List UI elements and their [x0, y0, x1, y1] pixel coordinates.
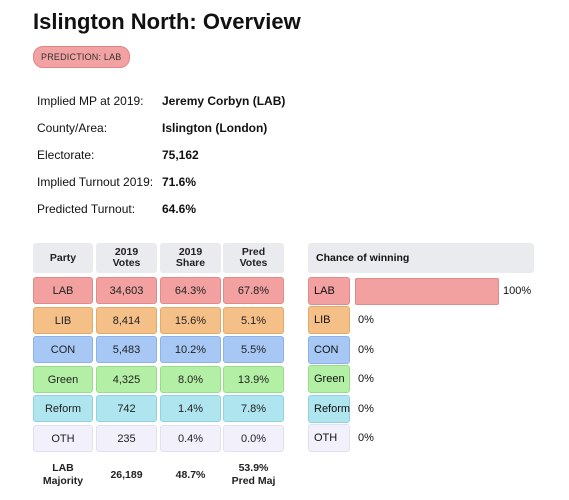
- chance-party-label: CON: [308, 336, 350, 364]
- page-title: Islington North: Overview: [33, 9, 301, 34]
- header-2019-votes: 2019 Votes: [96, 243, 157, 273]
- table-cell: 235: [96, 425, 157, 452]
- table-cell: 5.1%: [223, 307, 284, 334]
- table-cell: 34,603: [96, 277, 157, 304]
- info-label: Implied MP at 2019:: [37, 94, 144, 108]
- table-cell: 67.8%: [223, 277, 284, 304]
- footer-cell: 48.7%: [175, 468, 206, 481]
- header-2019-share: 2019 Share: [160, 243, 221, 273]
- party-name-cell: LAB: [33, 277, 93, 304]
- info-value: 64.6%: [162, 202, 197, 216]
- table-cell: 0.0%: [223, 425, 284, 452]
- chance-percent: 0%: [358, 344, 374, 356]
- table-cell: 5,483: [96, 336, 157, 363]
- footer-cell: 26,189: [110, 468, 143, 481]
- party-name-cell: Reform: [33, 395, 93, 422]
- info-label: Implied Turnout 2019:: [37, 175, 154, 189]
- info-value: 71.6%: [162, 175, 197, 189]
- footer-cell: 53.9% Pred Maj: [231, 462, 276, 487]
- info-label: County/Area:: [37, 121, 108, 135]
- chance-party-label: LAB: [308, 277, 350, 305]
- chance-party-label: Reform: [308, 395, 350, 423]
- info-value: 75,162: [162, 148, 199, 162]
- table-cell: 7.8%: [223, 395, 284, 422]
- table-cell: 10.2%: [160, 336, 221, 363]
- chance-party-label: LIB: [308, 306, 350, 334]
- chance-percent: 0%: [358, 373, 374, 385]
- chance-party-label: OTH: [308, 424, 350, 452]
- info-label: Electorate:: [37, 148, 95, 162]
- prediction-badge: PREDICTION: LAB: [33, 46, 130, 68]
- party-name-cell: Green: [33, 366, 93, 393]
- chance-party-label: Green: [308, 365, 350, 393]
- table-cell: 0.4%: [160, 425, 221, 452]
- chance-header: Chance of winning: [308, 243, 534, 273]
- chance-percent: 100%: [503, 285, 532, 297]
- info-value: Jeremy Corbyn (LAB): [162, 94, 286, 108]
- table-cell: 4,325: [96, 366, 157, 393]
- table-cell: 15.6%: [160, 307, 221, 334]
- chance-percent: 0%: [358, 403, 374, 415]
- table-cell: 13.9%: [223, 366, 284, 393]
- table-cell: 1.4%: [160, 395, 221, 422]
- chance-percent: 0%: [358, 314, 374, 326]
- footer-cell: LAB Majority: [42, 462, 84, 487]
- chance-percent: 0%: [358, 432, 374, 444]
- party-name-cell: LIB: [33, 307, 93, 334]
- table-cell: 5.5%: [223, 336, 284, 363]
- info-label: Predicted Turnout:: [37, 202, 136, 216]
- chance-bar: [355, 278, 499, 305]
- header-pred-votes: Pred Votes: [223, 243, 284, 273]
- party-name-cell: CON: [33, 336, 93, 363]
- table-cell: 8.0%: [160, 366, 221, 393]
- table-cell: 64.3%: [160, 277, 221, 304]
- header-party: Party: [33, 243, 93, 273]
- party-name-cell: OTH: [33, 425, 93, 452]
- table-cell: 742: [96, 395, 157, 422]
- table-cell: 8,414: [96, 307, 157, 334]
- info-value: Islington (London): [162, 121, 268, 135]
